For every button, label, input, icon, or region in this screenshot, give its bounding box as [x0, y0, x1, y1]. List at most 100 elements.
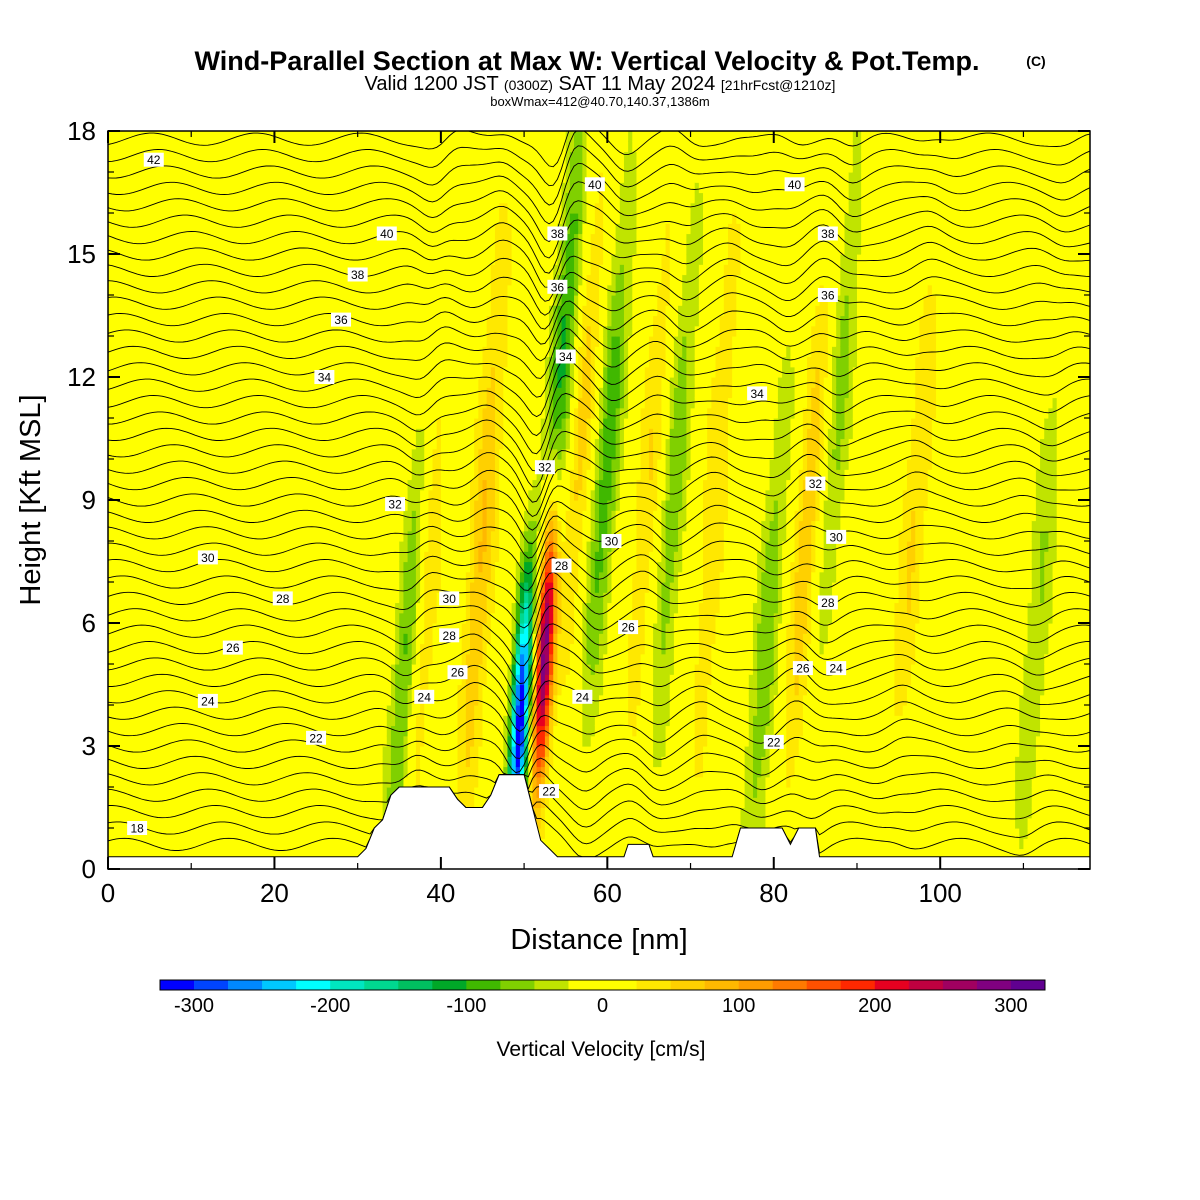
velocity-cell: [308, 521, 313, 532]
velocity-cell: [383, 182, 388, 193]
velocity-cell: [175, 695, 180, 706]
velocity-cell: [200, 316, 205, 327]
velocity-cell: [258, 572, 263, 583]
velocity-cell: [183, 480, 188, 491]
velocity-cell: [383, 172, 388, 183]
velocity-cell: [162, 172, 167, 183]
velocity-cell: [391, 613, 396, 624]
velocity-cell: [304, 633, 309, 644]
velocity-cell: [295, 408, 300, 419]
velocity-cell: [270, 685, 275, 696]
velocity-cell: [312, 316, 317, 327]
velocity-cell: [374, 715, 379, 726]
velocity-cell: [154, 408, 159, 419]
velocity-cell: [233, 623, 238, 634]
velocity-cell: [324, 428, 329, 439]
velocity-cell: [162, 182, 167, 193]
velocity-cell: [324, 346, 329, 357]
velocity-cell: [329, 141, 334, 152]
velocity-cell: [212, 674, 217, 685]
velocity-cell: [220, 674, 225, 685]
velocity-cell: [387, 623, 392, 634]
velocity-cell: [195, 141, 200, 152]
velocity-cell: [274, 838, 279, 849]
velocity-cell: [283, 336, 288, 347]
velocity-cell: [295, 726, 300, 737]
velocity-cell: [225, 141, 230, 152]
velocity-cell: [270, 808, 275, 819]
velocity-cell: [362, 367, 367, 378]
velocity-cell: [216, 633, 221, 644]
velocity-cell: [312, 408, 317, 419]
velocity-cell: [362, 459, 367, 470]
velocity-cell: [150, 480, 155, 491]
velocity-cell: [187, 746, 192, 757]
velocity-cell: [216, 346, 221, 357]
velocity-cell: [374, 521, 379, 532]
velocity-cell: [304, 797, 309, 808]
velocity-cell: [129, 275, 134, 286]
velocity-cell: [162, 418, 167, 429]
velocity-cell: [345, 746, 350, 757]
velocity-cell: [354, 818, 359, 829]
velocity-cell: [383, 408, 388, 419]
velocity-cell: [129, 357, 134, 368]
velocity-cell: [175, 223, 180, 234]
velocity-cell: [262, 664, 267, 675]
velocity-cell: [370, 541, 375, 552]
velocity-cell: [158, 295, 163, 306]
velocity-cell: [150, 490, 155, 501]
velocity-cell: [395, 664, 400, 675]
velocity-cell: [312, 264, 317, 275]
velocity-cell: [112, 203, 117, 214]
velocity-cell: [308, 223, 313, 234]
velocity-cell: [354, 797, 359, 808]
velocity-cell: [166, 818, 171, 829]
velocity-cell: [200, 275, 205, 286]
velocity-cell: [308, 357, 313, 368]
velocity-cell: [166, 203, 171, 214]
velocity-cell: [337, 664, 342, 675]
velocity-cell: [333, 182, 338, 193]
velocity-cell: [116, 182, 121, 193]
velocity-cell: [279, 141, 284, 152]
velocity-cell: [299, 828, 304, 839]
velocity-cell: [366, 541, 371, 552]
velocity-cell: [349, 182, 354, 193]
velocity-cell: [254, 746, 259, 757]
velocity-cell: [366, 428, 371, 439]
velocity-cell: [370, 182, 375, 193]
velocity-cell: [358, 182, 363, 193]
velocity-cell: [129, 336, 134, 347]
velocity-cell: [358, 398, 363, 409]
velocity-cell: [150, 787, 155, 798]
velocity-cell: [333, 326, 338, 337]
velocity-cell: [229, 162, 234, 173]
velocity-cell: [266, 633, 271, 644]
velocity-cell: [320, 603, 325, 614]
velocity-cell: [279, 336, 284, 347]
velocity-cell: [266, 818, 271, 829]
velocity-cell: [145, 357, 150, 368]
velocity-cell: [254, 654, 259, 665]
velocity-cell: [233, 469, 238, 480]
velocity-cell: [249, 818, 254, 829]
velocity-cell: [145, 685, 150, 696]
velocity-cell: [229, 459, 234, 470]
velocity-cell: [154, 644, 159, 655]
velocity-cell: [262, 213, 267, 224]
velocity-cell: [204, 654, 209, 665]
velocity-cell: [141, 439, 146, 450]
velocity-cell: [166, 285, 171, 296]
velocity-cell: [320, 336, 325, 347]
velocity-cell: [266, 428, 271, 439]
velocity-cell: [266, 674, 271, 685]
velocity-cell: [324, 572, 329, 583]
velocity-cell: [195, 305, 200, 316]
velocity-cell: [200, 326, 205, 337]
velocity-cell: [316, 131, 321, 142]
velocity-cell: [258, 131, 263, 142]
velocity-cell: [233, 541, 238, 552]
velocity-cell: [183, 818, 188, 829]
velocity-cell: [204, 469, 209, 480]
